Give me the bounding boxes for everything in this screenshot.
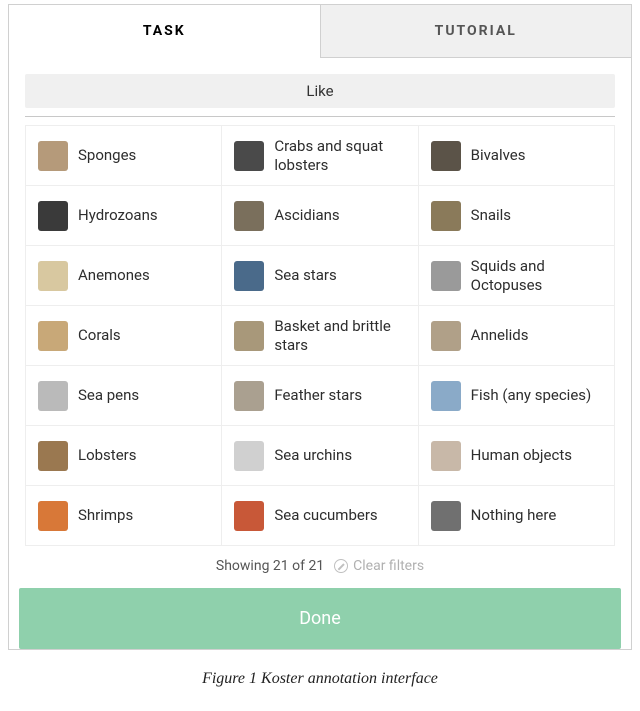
clear-icon [334, 559, 348, 573]
category-thumb-icon [234, 441, 264, 471]
category-label: Nothing here [471, 506, 557, 525]
category-thumb-icon [234, 141, 264, 171]
category-option[interactable]: Sea pens [26, 366, 222, 426]
category-label: Squids and Octopuses [471, 257, 602, 295]
clear-filters-link[interactable]: Clear filters [334, 558, 424, 574]
category-option[interactable]: Bivalves [419, 126, 615, 186]
category-option[interactable]: Shrimps [26, 486, 222, 546]
category-option[interactable]: Feather stars [222, 366, 418, 426]
category-option[interactable]: Sea urchins [222, 426, 418, 486]
category-label: Bivalves [471, 146, 526, 165]
category-label: Annelids [471, 326, 529, 345]
category-grid-wrap: Sponges Crabs and squat lobsters Bivalves H… [25, 125, 615, 546]
category-thumb-icon [234, 201, 264, 231]
tab-task[interactable]: TASK [9, 5, 321, 58]
annotation-panel: TASK TUTORIAL Like Sponges Crabs and squa… [8, 4, 632, 650]
category-option[interactable]: Hydrozoans [26, 186, 222, 246]
category-option[interactable]: Ascidians [222, 186, 418, 246]
category-label: Hydrozoans [78, 206, 158, 225]
category-thumb-icon [234, 501, 264, 531]
category-thumb-icon [431, 441, 461, 471]
category-label: Human objects [471, 446, 572, 465]
tab-tutorial[interactable]: TUTORIAL [321, 5, 632, 58]
tab-bar: TASK TUTORIAL [9, 5, 631, 58]
divider [25, 116, 615, 117]
category-option[interactable]: Sponges [26, 126, 222, 186]
category-thumb-icon [38, 501, 68, 531]
category-label: Sea cucumbers [274, 506, 377, 525]
category-thumb-icon [38, 321, 68, 351]
category-label: Sea urchins [274, 446, 352, 465]
category-thumb-icon [431, 261, 461, 291]
category-option[interactable]: Human objects [419, 426, 615, 486]
category-option[interactable]: Basket and brittle stars [222, 306, 418, 366]
category-option[interactable]: Lobsters [26, 426, 222, 486]
figure-caption: Figure 1 Koster annotation interface [0, 670, 640, 688]
category-label: Snails [471, 206, 511, 225]
category-label: Anemones [78, 266, 150, 285]
category-thumb-icon [38, 141, 68, 171]
category-thumb-icon [38, 381, 68, 411]
status-bar: Showing 21 of 21 Clear filters [9, 558, 631, 574]
category-label: Sea stars [274, 266, 336, 285]
category-label: Crabs and squat lobsters [274, 137, 405, 175]
category-option[interactable]: Sea stars [222, 246, 418, 306]
category-thumb-icon [234, 261, 264, 291]
category-grid: Sponges Crabs and squat lobsters Bivalves H… [25, 125, 615, 546]
category-option[interactable]: Annelids [419, 306, 615, 366]
category-thumb-icon [38, 441, 68, 471]
category-label: Basket and brittle stars [274, 317, 405, 355]
category-option[interactable]: Snails [419, 186, 615, 246]
category-label: Feather stars [274, 386, 362, 405]
category-label: Shrimps [78, 506, 133, 525]
category-thumb-icon [431, 321, 461, 351]
category-label: Corals [78, 326, 121, 345]
category-option[interactable]: Anemones [26, 246, 222, 306]
category-thumb-icon [234, 321, 264, 351]
category-option[interactable]: Squids and Octopuses [419, 246, 615, 306]
category-option[interactable]: Crabs and squat lobsters [222, 126, 418, 186]
category-option[interactable]: Corals [26, 306, 222, 366]
category-label: Lobsters [78, 446, 136, 465]
category-option[interactable]: Nothing here [419, 486, 615, 546]
showing-count: Showing 21 of 21 [216, 558, 324, 574]
category-option[interactable]: Fish (any species) [419, 366, 615, 426]
category-thumb-icon [38, 201, 68, 231]
category-label: Sponges [78, 146, 136, 165]
category-thumb-icon [431, 381, 461, 411]
category-thumb-icon [431, 501, 461, 531]
category-option[interactable]: Sea cucumbers [222, 486, 418, 546]
category-thumb-icon [38, 261, 68, 291]
category-label: Ascidians [274, 206, 339, 225]
category-thumb-icon [234, 381, 264, 411]
category-label: Sea pens [78, 386, 139, 405]
category-thumb-icon [431, 141, 461, 171]
like-header: Like [25, 74, 615, 108]
category-label: Fish (any species) [471, 386, 592, 405]
category-thumb-icon [431, 201, 461, 231]
done-button[interactable]: Done [19, 588, 621, 649]
clear-filters-label: Clear filters [353, 558, 424, 574]
